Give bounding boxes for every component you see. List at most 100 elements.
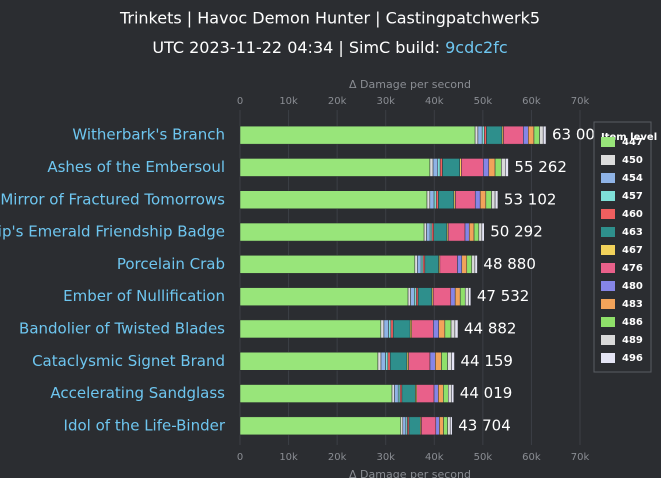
x-tick-label-bottom: 60k: [522, 452, 541, 463]
bar-segment: [488, 158, 496, 177]
category-label[interactable]: Witherbark's Branch: [72, 126, 225, 144]
bar-segment: [484, 125, 487, 145]
bar-segment: [417, 255, 422, 274]
legend-title: Item level: [601, 132, 657, 143]
total-label: 48 880: [483, 255, 535, 273]
bar-segment: [239, 158, 431, 177]
bar-segment: [410, 287, 415, 306]
total-label: 47 532: [477, 287, 530, 305]
category-label[interactable]: Ember of Nullification: [63, 287, 225, 305]
total-label: 44 159: [460, 352, 513, 370]
bar-segment: [451, 384, 455, 403]
legend-swatch: [601, 335, 615, 345]
bar-segment: [486, 125, 503, 145]
legend-label[interactable]: 496: [622, 353, 643, 364]
bar-segment: [483, 158, 490, 177]
bar-segment: [468, 287, 472, 306]
legend-label[interactable]: 457: [622, 191, 643, 202]
bar-segment: [447, 416, 451, 436]
x-tick-label-top: 10k: [279, 96, 298, 107]
legend-swatch: [601, 173, 615, 183]
bar-segment: [533, 125, 540, 145]
bar-segment: [479, 190, 487, 209]
x-tick-label-bottom: 50k: [474, 452, 493, 463]
legend-label[interactable]: 483: [622, 299, 643, 310]
bar-segment: [392, 319, 411, 339]
bar-segment: [539, 125, 544, 145]
legend-label[interactable]: 486: [622, 317, 643, 328]
bar-segment: [466, 255, 473, 274]
bar-segment: [387, 352, 391, 371]
category-label[interactable]: Pip's Emerald Friendship Badge: [0, 223, 225, 241]
total-label: 63 006: [552, 126, 605, 144]
bar-segment: [391, 384, 395, 403]
bar-segment: [420, 255, 424, 274]
x-tick-label-bottom: 30k: [376, 452, 395, 463]
legend-label[interactable]: 450: [622, 155, 643, 166]
bar-segment: [461, 255, 468, 274]
x-tick-label-bottom: 0: [237, 452, 243, 463]
total-label: 44 882: [464, 319, 517, 337]
x-tick-label-top: 70k: [571, 96, 590, 107]
bar-segment: [394, 384, 399, 403]
bar-segment: [424, 255, 439, 274]
x-tick-label-top: 30k: [376, 96, 395, 107]
bar-segment: [239, 384, 393, 403]
legend-label[interactable]: 463: [622, 227, 643, 238]
bar-segment: [432, 158, 439, 177]
category-label[interactable]: Idol of the Life-Binder: [64, 416, 226, 434]
bar-segment: [399, 384, 403, 403]
bar-segment: [481, 222, 485, 242]
legend-label[interactable]: 454: [622, 173, 643, 184]
total-label: 53 102: [504, 190, 557, 208]
bar-segment: [443, 384, 449, 403]
bar-segment: [439, 416, 444, 436]
x-tick-label-bottom: 70k: [571, 452, 590, 463]
legend-label[interactable]: 460: [622, 209, 643, 220]
bar-segment: [468, 222, 475, 242]
bar-segment: [431, 222, 434, 242]
bar-segment: [478, 222, 483, 242]
total-label: 43 704: [458, 416, 511, 434]
bar-segment: [448, 384, 452, 403]
legend-swatch: [601, 353, 615, 363]
bar-segment: [388, 319, 392, 339]
legend-label[interactable]: 476: [622, 263, 643, 274]
legend-label[interactable]: 480: [622, 281, 643, 292]
bar-segment: [433, 190, 437, 209]
category-label[interactable]: Cataclysmic Signet Brand: [32, 352, 225, 370]
total-label: 44 019: [460, 384, 513, 402]
subtitle-text: UTC 2023-11-22 04:34 | SimC build:: [152, 38, 445, 57]
bar-segment: [455, 190, 476, 209]
category-label[interactable]: Accelerating Sandglass: [50, 384, 225, 402]
bar-segment: [439, 158, 443, 177]
bar-segment: [523, 125, 529, 145]
bar-segment: [239, 352, 379, 371]
bar-segment: [473, 222, 480, 242]
bar-segment: [459, 287, 466, 306]
bar-segment: [528, 125, 535, 145]
category-label[interactable]: Ashes of the Embersoul: [47, 158, 225, 176]
bar-segment: [481, 125, 485, 145]
total-label: 50 292: [490, 223, 542, 241]
build-link[interactable]: 9cdc2fc: [445, 38, 508, 57]
legend-swatch: [601, 317, 615, 327]
category-label[interactable]: Bandolier of Twisted Blades: [19, 319, 225, 337]
bar-segment: [464, 222, 470, 242]
legend-label[interactable]: 467: [622, 245, 643, 256]
bar-segment: [414, 255, 418, 274]
legend-label[interactable]: 447: [622, 137, 643, 148]
category-label[interactable]: Porcelain Crab: [117, 255, 225, 273]
bar-segment: [439, 255, 458, 274]
bar-segment: [239, 287, 409, 306]
x-tick-label-bottom: 10k: [279, 452, 298, 463]
legend-label[interactable]: 489: [622, 335, 643, 346]
bar-segment: [454, 287, 461, 306]
bar-segment: [444, 319, 452, 339]
bar-segment: [429, 158, 434, 177]
x-tick-label-top: 40k: [425, 96, 444, 107]
bar-segment: [389, 352, 408, 371]
bar-segment: [429, 190, 435, 209]
legend-swatch: [601, 155, 615, 165]
category-label[interactable]: Mirror of Fractured Tomorrows: [0, 190, 225, 208]
